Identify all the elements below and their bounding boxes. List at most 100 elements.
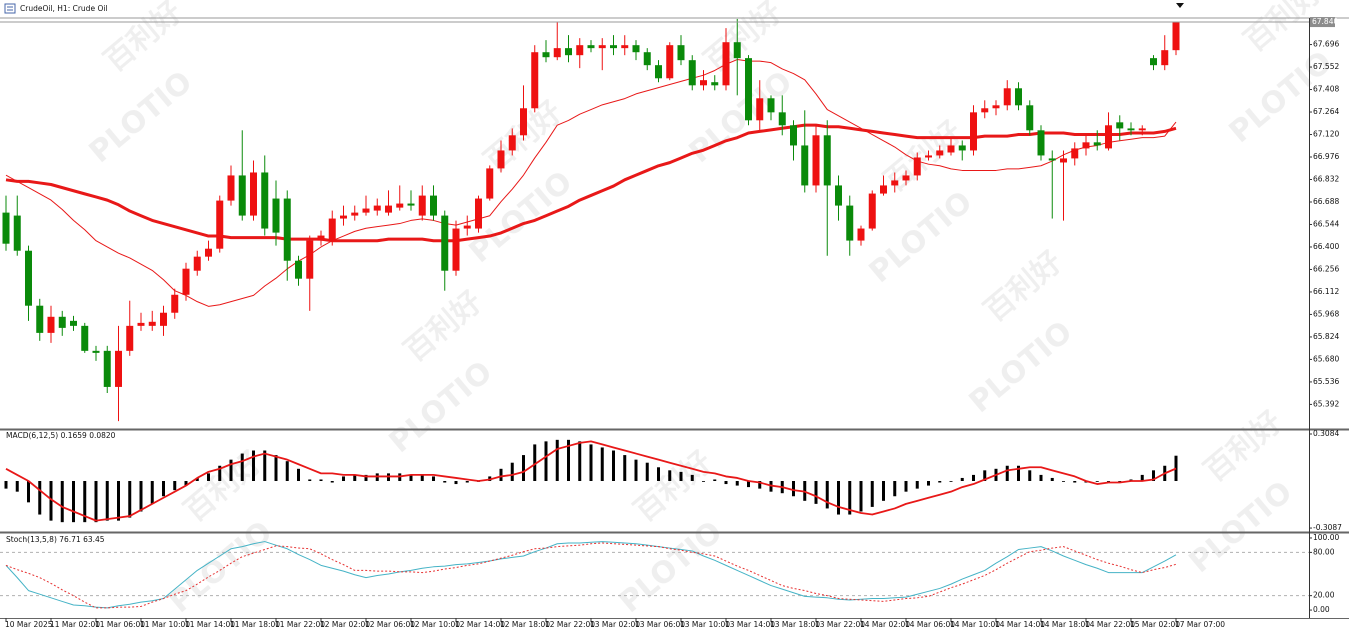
- candle-body: [902, 175, 910, 181]
- macd-bar: [960, 477, 964, 481]
- x-tick-label: 12 Mar 18:00: [500, 620, 550, 629]
- candle-body: [531, 52, 539, 109]
- candle-body: [475, 198, 482, 229]
- chart-title: CrudeOil, H1: Crude Oil: [20, 4, 108, 13]
- x-tick-label: 13 Mar 02:00: [590, 620, 640, 629]
- candle-body: [103, 350, 111, 387]
- candle-body: [632, 45, 640, 53]
- macd-bar: [1017, 465, 1020, 481]
- macd-bar: [60, 481, 64, 523]
- macd-bar: [465, 481, 469, 483]
- x-tick-label: 13 Mar 22:00: [815, 620, 865, 629]
- macd-bar: [207, 473, 210, 481]
- macd-bar: [544, 441, 548, 481]
- x-tick-label: 13 Mar 18:00: [770, 620, 820, 629]
- macd-bar: [443, 481, 447, 483]
- macd-bar: [1062, 481, 1065, 482]
- macd-bar: [972, 474, 975, 481]
- candle-body: [722, 42, 730, 86]
- candle-body: [643, 52, 651, 66]
- macd-bar: [319, 479, 323, 481]
- macd-bar: [758, 481, 762, 489]
- candle-body: [13, 215, 21, 251]
- candle-body: [2, 212, 10, 244]
- candle-body: [92, 350, 100, 353]
- candle-body: [362, 208, 370, 213]
- macd-bar: [83, 481, 87, 523]
- x-tick-label: 11 Mar 14:00: [185, 620, 235, 629]
- candle-body: [857, 228, 865, 241]
- macd-bar: [848, 481, 852, 515]
- macd-bar: [409, 474, 413, 481]
- y-tick-label: 67.408: [1313, 85, 1339, 94]
- macd-bar: [679, 471, 683, 481]
- candle-body: [272, 198, 280, 233]
- macd-bar: [589, 444, 593, 481]
- x-tick-label: 12 Mar 22:00: [545, 620, 595, 629]
- candle-body: [598, 45, 606, 49]
- macd-bar: [522, 455, 525, 481]
- macd-bar: [792, 481, 795, 497]
- candle-body: [25, 250, 32, 306]
- macd-bar: [645, 462, 649, 481]
- macd-bar: [139, 481, 143, 512]
- y-tick-label: 65.824: [1313, 332, 1339, 341]
- macd-bar: [893, 481, 897, 497]
- macd-bar: [353, 474, 357, 481]
- candle-body: [1093, 142, 1101, 146]
- macd-bar: [184, 481, 188, 486]
- macd-bar: [612, 450, 615, 481]
- candle-body: [160, 312, 167, 326]
- candle-body: [351, 212, 359, 216]
- candle-body: [981, 108, 989, 113]
- macd-bar: [1140, 474, 1144, 481]
- candle-body: [745, 58, 752, 121]
- candle-body: [553, 48, 561, 58]
- macd-bar: [72, 481, 75, 523]
- stoch-title: Stoch(13,5,8) 76.71 63.45: [6, 535, 105, 544]
- x-tick-label: 12 Mar 14:00: [455, 620, 505, 629]
- macd-bar: [634, 459, 638, 481]
- macd-bar: [1050, 477, 1054, 481]
- candle-body: [407, 203, 415, 206]
- candle-body: [1071, 148, 1079, 159]
- x-tick-label: 14 Mar 14:00: [995, 620, 1045, 629]
- x-tick-label: 14 Mar 22:00: [1085, 620, 1135, 629]
- last-price-label: 67.840: [1312, 17, 1338, 26]
- x-tick-label: 11 Mar 10:00: [140, 620, 190, 629]
- indicator-line: [5, 59, 1177, 307]
- candle-body: [441, 215, 449, 271]
- macd-bar: [195, 477, 199, 481]
- macd-bar: [117, 481, 120, 521]
- candle-body: [801, 145, 809, 186]
- macd-bar: [15, 481, 19, 492]
- macd-bar: [702, 481, 705, 482]
- macd-bar: [105, 481, 109, 521]
- macd-bar: [1028, 470, 1032, 481]
- candle-body: [756, 98, 764, 121]
- macd-bar: [904, 481, 908, 492]
- candle-body: [1003, 88, 1011, 106]
- candle-body: [115, 350, 122, 387]
- macd-bar: [38, 481, 42, 515]
- candle-body: [733, 42, 741, 59]
- candle-body: [126, 325, 134, 351]
- candle-body: [81, 325, 89, 351]
- macd-bar: [342, 476, 345, 481]
- macd-bar: [229, 459, 233, 481]
- macd-bar: [364, 474, 368, 481]
- y-tick-label: 0.3084: [1313, 429, 1339, 438]
- y-tick-label: 67.696: [1313, 40, 1339, 49]
- macd-bar: [297, 468, 300, 481]
- y-tick-label: 65.968: [1313, 309, 1339, 318]
- y-tick-label: 65.536: [1313, 377, 1339, 386]
- x-tick-label: 13 Mar 06:00: [635, 620, 685, 629]
- macd-bar: [747, 481, 750, 488]
- macd-title: MACD(6,12,5) 0.1659 0.0820: [6, 431, 116, 440]
- macd-bar: [263, 450, 267, 481]
- macd-bar: [814, 481, 818, 504]
- candle-body: [193, 256, 201, 271]
- candle-body: [778, 112, 786, 126]
- macd-bar: [735, 481, 739, 486]
- macd-bar: [1107, 481, 1110, 482]
